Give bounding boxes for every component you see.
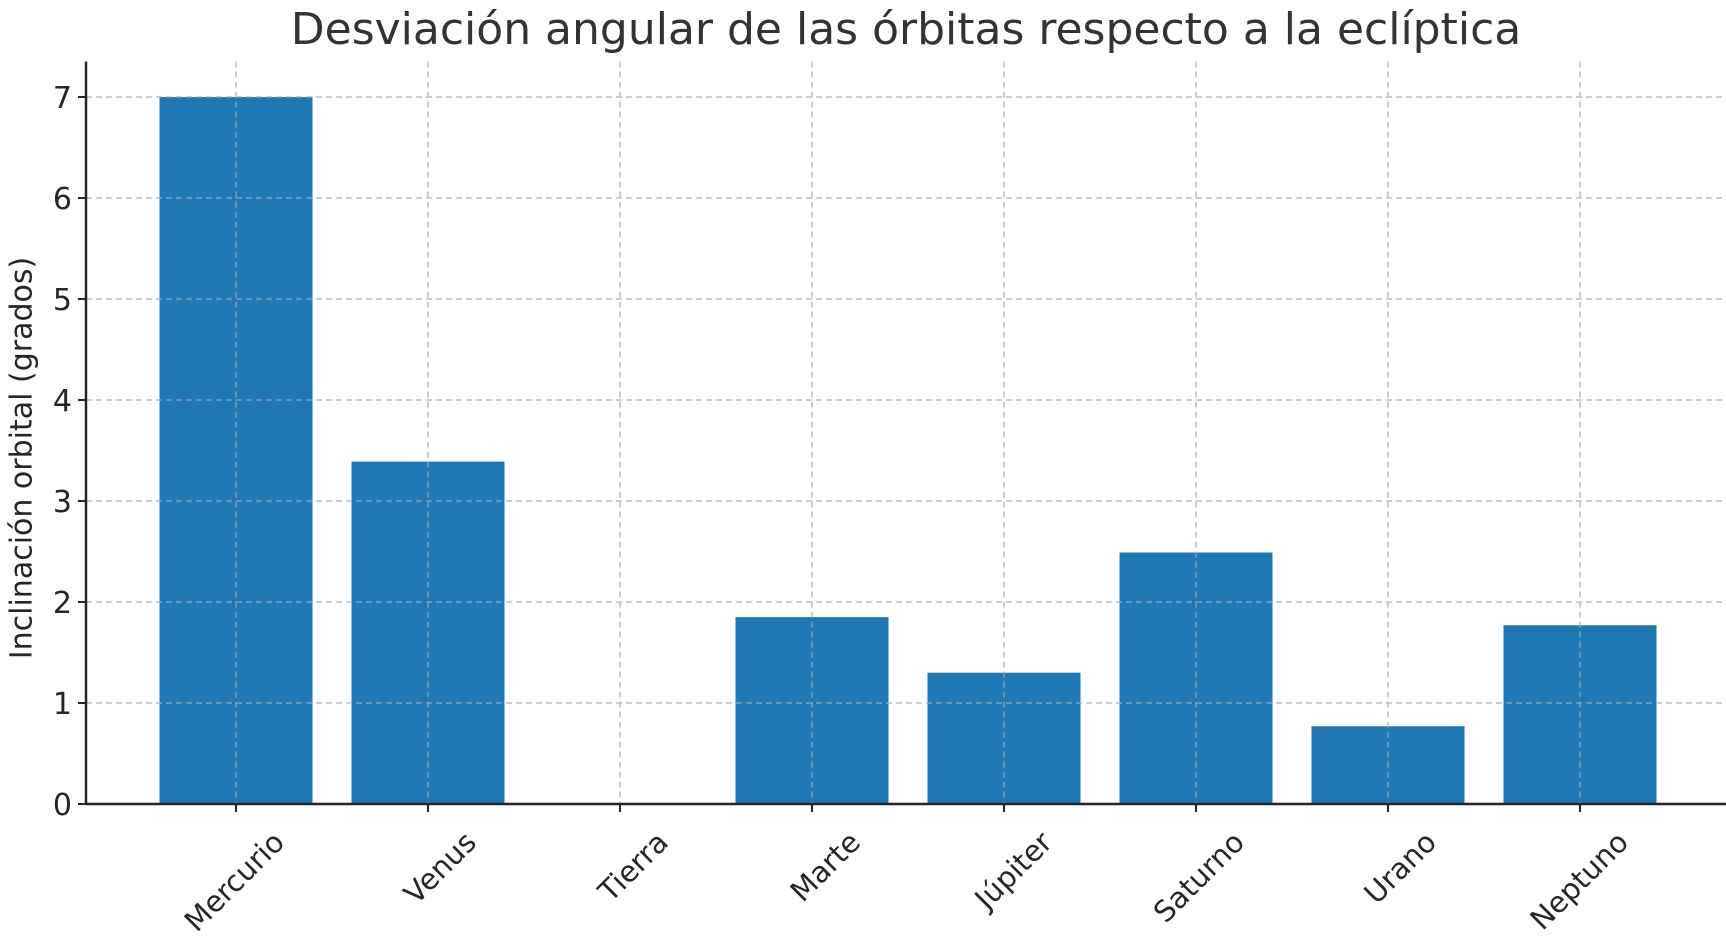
x-tick-label: Júpiter <box>967 825 1059 917</box>
x-tick-label: Tierra <box>591 825 675 909</box>
y-tick-label: 5 <box>53 283 72 318</box>
x-tick-label: Mercurio <box>178 825 291 938</box>
x-tick-label: Marte <box>784 825 867 908</box>
x-tick-label: Neptuno <box>1523 825 1635 937</box>
x-tick-label: Urano <box>1357 825 1443 911</box>
x-tick-label: Saturno <box>1147 825 1251 929</box>
y-tick-label: 7 <box>53 81 72 116</box>
y-tick-label: 0 <box>53 788 72 823</box>
y-tick-label: 3 <box>53 485 72 520</box>
x-tick-label: Venus <box>397 825 483 911</box>
y-tick-label: 1 <box>53 687 72 722</box>
y-tick-label: 6 <box>53 182 72 217</box>
y-tick-label: 2 <box>53 586 72 621</box>
y-tick-label: 4 <box>53 384 72 419</box>
chart-title: Desviación angular de las órbitas respec… <box>290 4 1522 55</box>
